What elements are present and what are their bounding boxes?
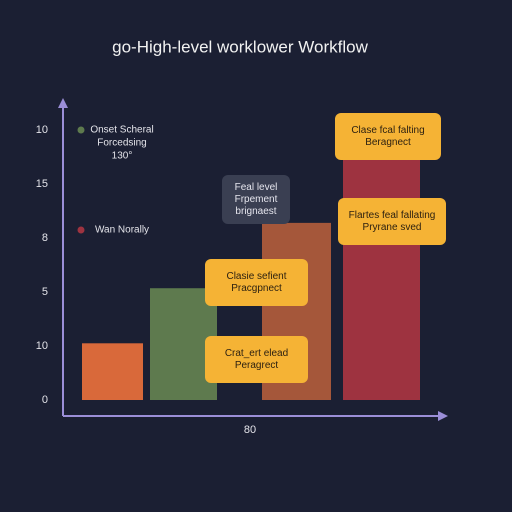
annotation-text: brignaest [235, 206, 276, 217]
annotation-text: Crat_ert elead [225, 348, 288, 359]
annotation-text: Clasie sefient [226, 271, 286, 282]
bar [343, 149, 420, 400]
x-axis-label: 80 [244, 424, 256, 436]
legend-label: Forcedsing [97, 138, 146, 149]
annotation-box [205, 259, 308, 306]
annotation-box [222, 175, 290, 224]
y-tick-label: 5 [42, 286, 48, 298]
y-tick-label: 15 [36, 178, 48, 190]
y-tick-label: 0 [42, 394, 48, 406]
legend-label: Onset Scheral [90, 125, 153, 136]
y-tick-label: 8 [42, 232, 48, 244]
legend-label: Wan Norally [95, 225, 149, 236]
annotation-text: Clase fcal falting [351, 125, 424, 136]
legend-label: 130° [112, 151, 133, 162]
x-axis-arrow [438, 411, 448, 421]
annotation-box [335, 113, 441, 160]
annotation-text: Beragnect [365, 137, 411, 148]
legend-swatch [77, 226, 85, 234]
annotation-text: Pracgpnect [231, 283, 282, 294]
annotation-box [205, 336, 308, 383]
chart-title: go-High-level worklower Workflow [112, 37, 368, 56]
legend-swatch [77, 126, 85, 134]
annotation-text: Peragrect [235, 360, 279, 371]
y-tick-label: 10 [36, 340, 48, 352]
annotation-text: Frpement [235, 194, 278, 205]
annotation-text: Pryrane sved [363, 222, 422, 233]
annotation-box [338, 198, 446, 245]
annotation-text: Flartes feal fallating [349, 210, 436, 221]
y-tick-label: 10 [36, 124, 48, 136]
y-axis-arrow [58, 98, 68, 108]
bar [82, 343, 143, 400]
annotation-text: Feal level [235, 182, 278, 193]
